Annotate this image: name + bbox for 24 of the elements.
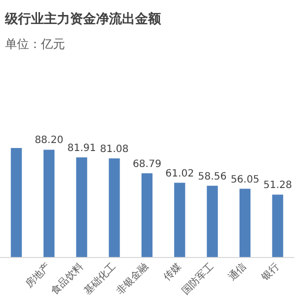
bar — [76, 157, 88, 257]
bar — [272, 194, 284, 257]
bar — [240, 188, 250, 257]
bar — [174, 182, 186, 257]
bar — [206, 186, 218, 257]
bar — [44, 150, 54, 257]
x-tick-label: 传媒 — [162, 261, 184, 284]
bar — [10, 148, 22, 257]
data-label: 88.20 — [34, 135, 64, 146]
data-label: 56.05 — [230, 174, 260, 186]
chart-title: 级行业主力资金净流出金额 — [4, 11, 162, 27]
bar — [108, 158, 120, 257]
data-label: 51.28 — [263, 180, 292, 192]
x-tick-label: 非银金融 — [114, 260, 151, 298]
data-label: 68.79 — [132, 158, 162, 170]
data-label: 58.56 — [198, 171, 227, 182]
data-label: 81.91 — [67, 142, 96, 154]
data-label: 61.02 — [165, 168, 194, 180]
chart-subtitle: 单位：亿元 — [5, 37, 65, 51]
data-label: 81.08 — [100, 144, 129, 155]
x-tick-label: 银行 — [258, 261, 282, 284]
x-tick-label: 通信 — [226, 260, 249, 284]
bar — [142, 173, 152, 257]
x-tick-label: 房地产 — [23, 260, 53, 290]
